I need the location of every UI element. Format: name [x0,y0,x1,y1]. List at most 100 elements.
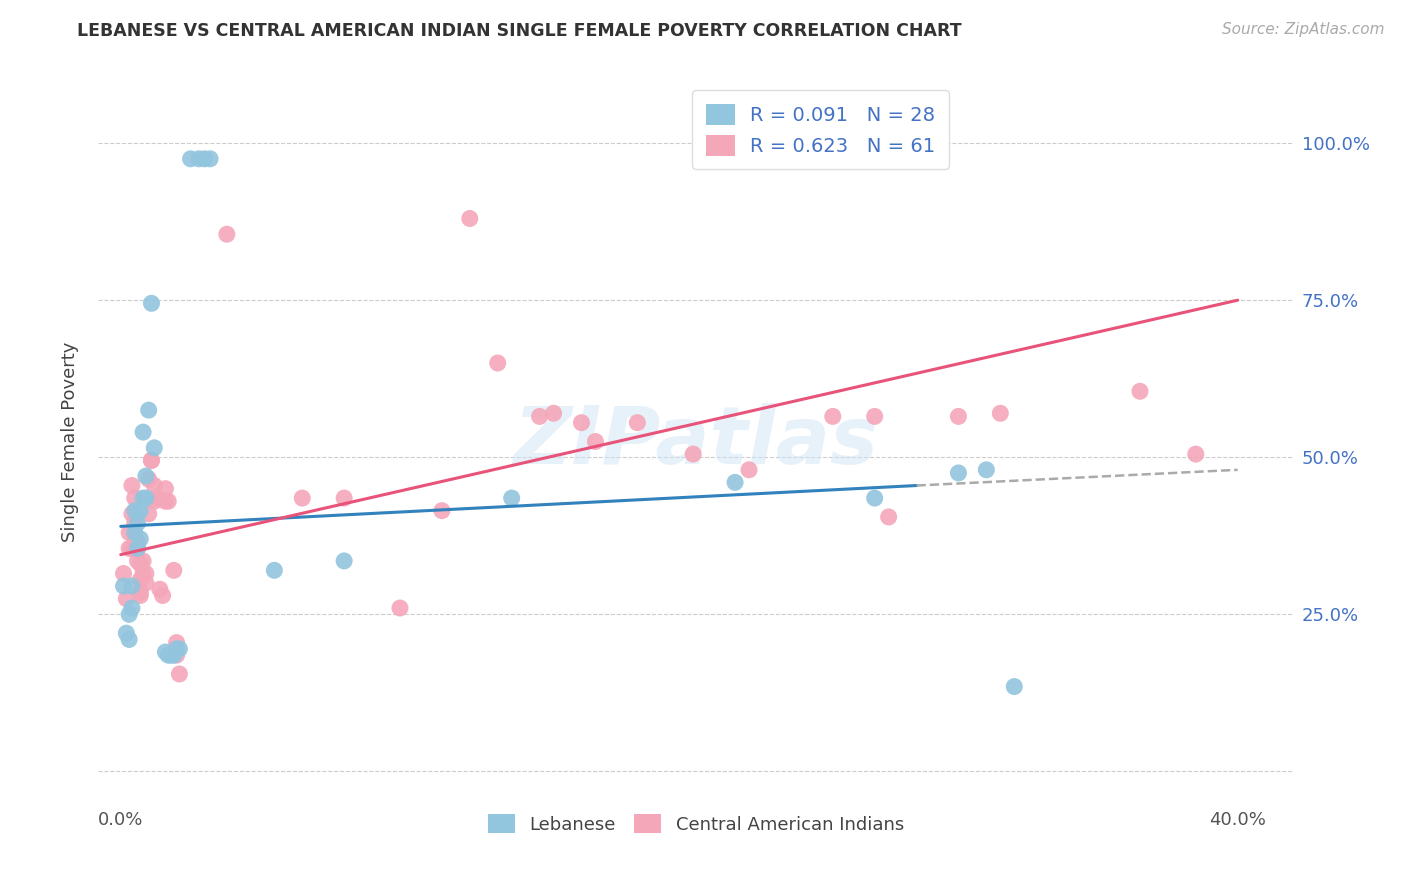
Point [155,494,177,508]
Point [127,541,149,556]
Point [877,152,900,166]
Point [193,152,215,166]
Point [135,491,157,505]
Point [118,632,141,647]
Point [129,585,152,599]
Point [143,441,166,455]
Point [486,356,509,370]
Point [160,648,183,662]
Point [149,582,172,597]
Point [138,403,160,417]
Point [976,463,998,477]
Point [129,532,152,546]
Point [198,152,221,166]
Point [724,475,747,490]
Point [682,447,704,461]
Text: Source: ZipAtlas.com: Source: ZipAtlas.com [1222,22,1385,37]
Point [430,503,453,517]
Point [138,472,160,486]
Point [187,152,209,166]
Point [626,416,648,430]
Point [141,296,163,310]
Point [129,589,152,603]
Point [263,563,285,577]
Point [135,575,157,590]
Point [215,227,238,242]
Point [124,529,146,543]
Point [124,525,146,540]
Point [1129,384,1152,399]
Point [124,491,146,505]
Point [166,641,188,656]
Point [543,406,565,420]
Point [121,507,143,521]
Point [135,566,157,581]
Point [585,434,607,449]
Point [141,453,163,467]
Point [132,566,155,581]
Point [155,482,177,496]
Point [1184,447,1206,461]
Point [738,463,761,477]
Point [157,648,180,662]
Point [166,635,188,649]
Point [118,607,141,622]
Point [115,626,138,640]
Point [112,579,135,593]
Point [1002,680,1025,694]
Point [863,491,886,505]
Point [124,516,146,531]
Point [501,491,523,505]
Point [821,409,844,424]
Point [152,589,174,603]
Point [877,510,900,524]
Point [127,554,149,568]
Point [121,478,143,492]
Point [163,648,186,662]
Point [127,516,149,531]
Point [127,535,149,549]
Point [121,541,143,556]
Point [458,211,481,226]
Point [129,503,152,517]
Point [143,478,166,492]
Legend: Lebanese, Central American Indians: Lebanese, Central American Indians [477,803,915,845]
Y-axis label: Single Female Poverty: Single Female Poverty [60,342,79,541]
Point [121,601,143,615]
Point [135,469,157,483]
Point [988,406,1011,420]
Point [333,554,356,568]
Point [138,507,160,521]
Point [157,494,180,508]
Point [948,466,970,480]
Point [291,491,314,505]
Point [112,566,135,581]
Point [180,152,202,166]
Point [163,563,186,577]
Text: LEBANESE VS CENTRAL AMERICAN INDIAN SINGLE FEMALE POVERTY CORRELATION CHART: LEBANESE VS CENTRAL AMERICAN INDIAN SING… [77,22,962,40]
Point [155,645,177,659]
Point [124,541,146,556]
Point [132,491,155,505]
Point [115,591,138,606]
Point [333,491,356,505]
Point [948,409,970,424]
Point [141,453,163,467]
Point [118,525,141,540]
Point [169,667,191,681]
Point [121,579,143,593]
Point [129,557,152,571]
Point [132,554,155,568]
Point [143,494,166,508]
Point [863,409,886,424]
Point [118,541,141,556]
Point [132,425,155,439]
Point [166,648,188,662]
Point [388,601,411,615]
Point [146,491,169,505]
Text: ZIPatlas: ZIPatlas [513,402,879,481]
Point [127,541,149,556]
Point [129,573,152,587]
Point [571,416,593,430]
Point [529,409,551,424]
